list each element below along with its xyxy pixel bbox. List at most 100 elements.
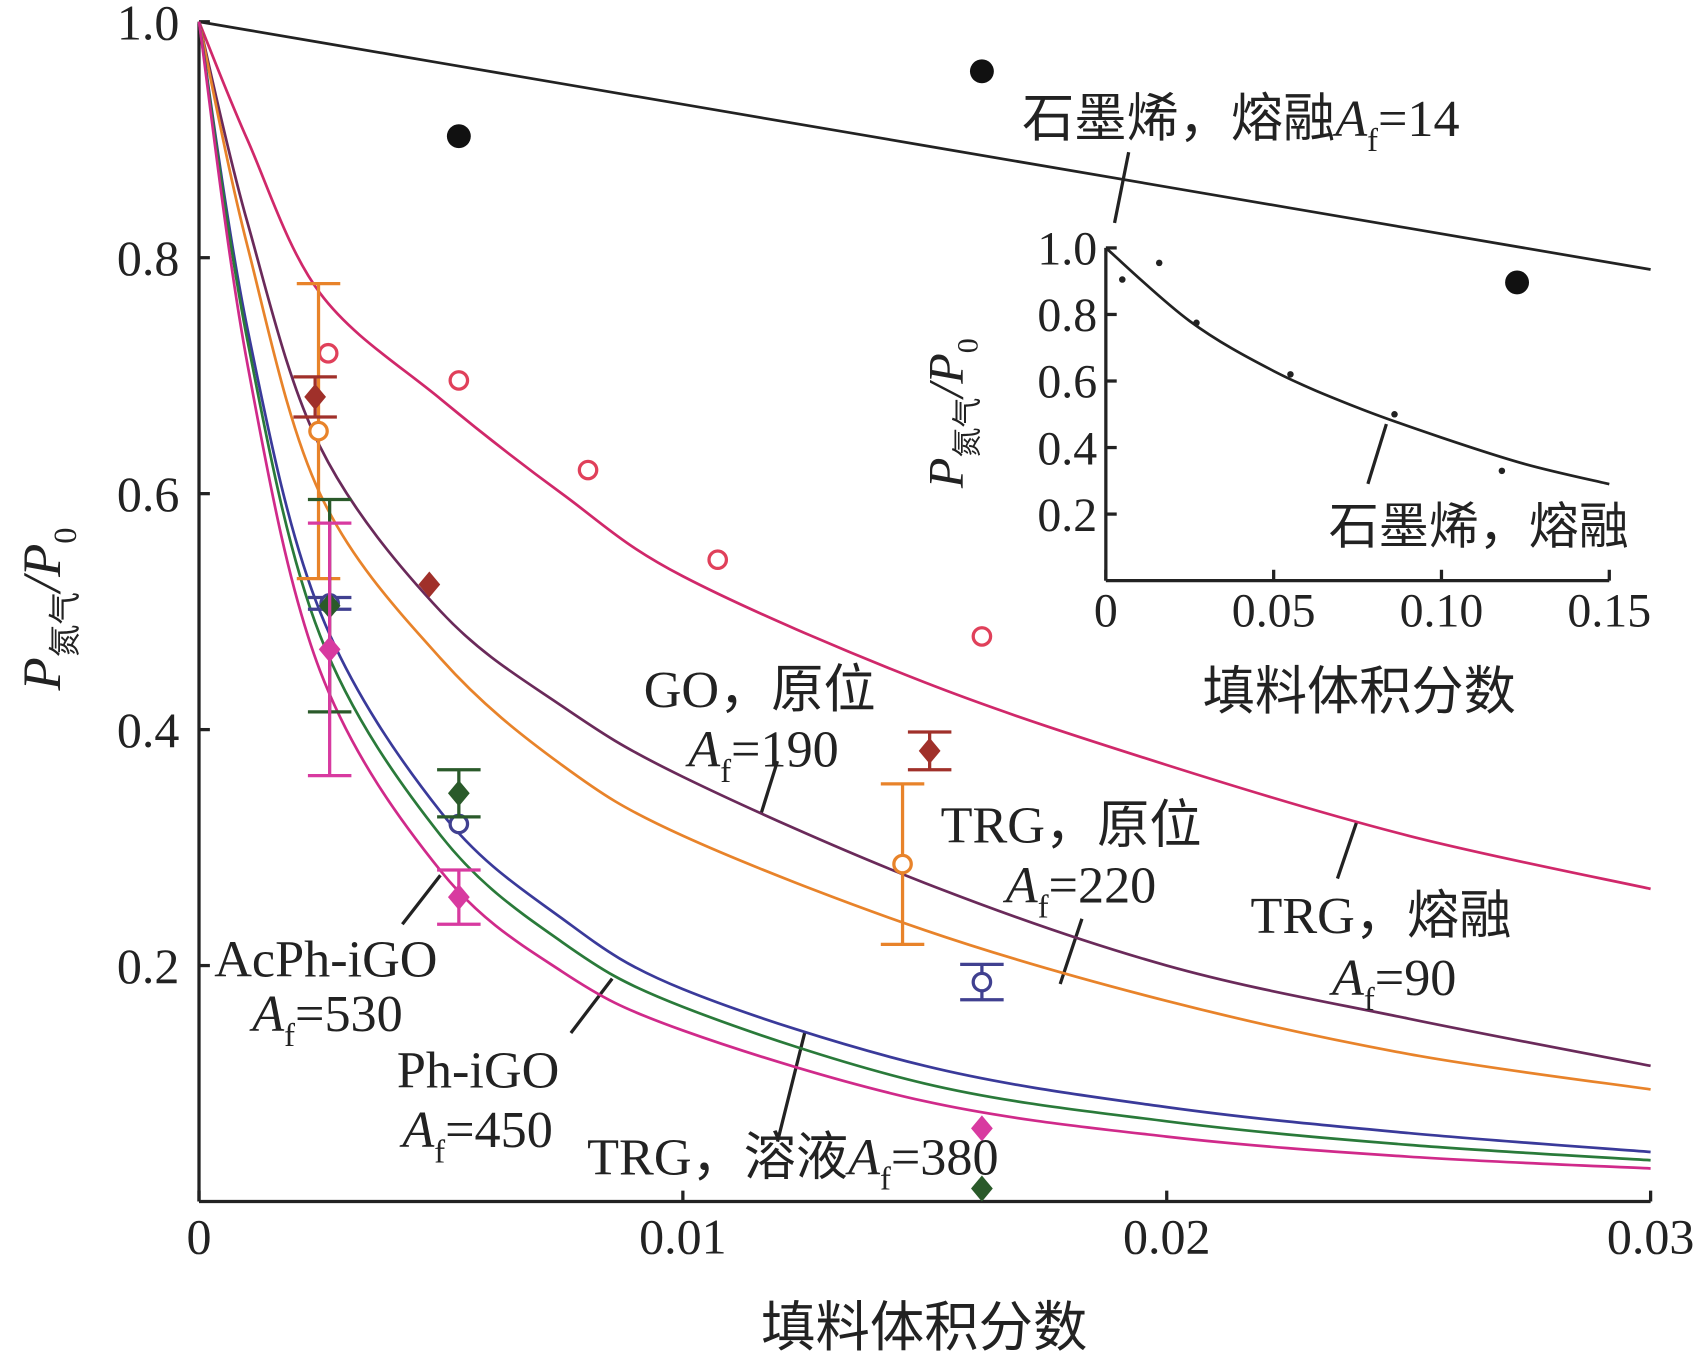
curve (197, 21, 1651, 1162)
af-value: =220 (1049, 856, 1157, 914)
point (969, 59, 994, 84)
y-tick-label: 0.4 (1037, 422, 1097, 475)
annotation-text: 石墨烯，熔融 (1022, 90, 1335, 148)
x-axis-label: 填料体积分数 (761, 1298, 1087, 1357)
af-subscript: f (1364, 982, 1375, 1018)
annotation-text: AcPh-iGO (214, 930, 437, 988)
y-tick-label: 0.6 (117, 466, 179, 522)
inset-x-axis-label: 填料体积分数 (1203, 663, 1516, 721)
point (318, 636, 341, 663)
y-label-part: 0 (48, 527, 84, 543)
af-subscript: f (720, 754, 731, 790)
x-tick-label: 0.05 (1232, 584, 1316, 637)
annotation-text: GO，原位 (644, 661, 876, 719)
y-tick-label: 0.6 (1037, 356, 1097, 409)
annotation: Af=450 (399, 1101, 552, 1170)
point (577, 459, 599, 481)
point (707, 549, 729, 571)
curve (198, 20, 1651, 271)
annotation: Af=190 (685, 721, 838, 790)
pointer (1366, 423, 1388, 485)
af-symbol: A (1329, 949, 1365, 1007)
y-tick-label: 0.2 (117, 938, 179, 994)
y-tick-label: 1.0 (117, 0, 179, 50)
y-label-part: 氮气 (951, 398, 984, 458)
af-value: =190 (731, 721, 839, 779)
af-subscript: f (284, 1018, 295, 1054)
y-tick-label: 0.8 (1037, 289, 1097, 342)
annotation: AcPh-iGO (214, 930, 437, 988)
curve (197, 21, 1651, 1091)
annotation: Ph-iGO (397, 1041, 559, 1099)
inset-annotation: 石墨烯，熔融 (1329, 499, 1629, 555)
point (448, 370, 470, 391)
pointers (401, 151, 1388, 1143)
point (447, 884, 470, 911)
pointer (1335, 820, 1359, 880)
point (892, 853, 913, 875)
annotation: TRG，熔融 (1250, 887, 1511, 945)
x-tick-label: 0.15 (1567, 584, 1651, 637)
point (971, 1115, 993, 1142)
y-label-part: /P (917, 353, 973, 400)
curve (197, 21, 1651, 1154)
y-tick-label: 0.8 (117, 230, 179, 286)
y-tick-label: 0.4 (117, 702, 179, 758)
point (446, 124, 471, 149)
curve (197, 21, 1651, 891)
af-subscript: f (1038, 890, 1049, 926)
point (1505, 270, 1530, 295)
annotation-text: TRG，溶液 (587, 1128, 848, 1186)
inset-point (1498, 467, 1506, 475)
inset-point (1193, 319, 1200, 327)
af-subscript: f (1367, 123, 1378, 159)
annotation-text: TRG，原位 (941, 797, 1202, 855)
point (918, 737, 941, 764)
y-label-part: 0 (951, 338, 984, 353)
af-symbol: A (845, 1128, 881, 1186)
y-label-part: P (917, 458, 973, 490)
point (304, 383, 327, 410)
af-symbol: A (685, 721, 721, 779)
curve (197, 21, 1651, 1170)
af-value: =530 (295, 985, 403, 1043)
af-value: =380 (891, 1128, 999, 1186)
curve (197, 21, 1651, 1068)
point (317, 342, 339, 364)
point (971, 626, 993, 647)
annotation-text: Ph-iGO (397, 1041, 559, 1099)
y-axis-label: P氮气/P0 (917, 338, 984, 489)
annotation: 石墨烯，熔融Af=14 (1022, 90, 1460, 159)
annotation: TRG，溶液Af=380 (587, 1128, 998, 1197)
af-symbol: A (249, 985, 285, 1043)
y-axis-label: P氮气/P0 (12, 527, 84, 691)
y-label-part: 氮气 (47, 592, 84, 657)
af-subscript: f (880, 1162, 891, 1198)
point (971, 971, 993, 993)
y-label-part: /P (12, 544, 72, 595)
annotation: TRG，原位 (941, 797, 1202, 855)
annotation: GO，原位 (644, 661, 876, 719)
point (971, 1175, 993, 1202)
y-tick-label: 0.2 (1037, 489, 1097, 542)
x-tick-label: 0.03 (1607, 1209, 1695, 1265)
x-tick-label: 0 (1094, 584, 1118, 637)
af-symbol: A (1332, 90, 1368, 148)
point (418, 571, 441, 598)
inset-point (1155, 259, 1163, 267)
pointer (401, 874, 442, 926)
annotation-text: TRG，熔融 (1250, 887, 1511, 945)
inset-point (1391, 411, 1398, 418)
af-value: =450 (445, 1101, 553, 1159)
x-tick-label: 0 (187, 1209, 212, 1265)
x-tick-label: 0.01 (639, 1209, 726, 1265)
curve (1104, 246, 1610, 486)
af-subscript: f (434, 1134, 445, 1170)
af-value: =14 (1378, 90, 1460, 148)
y-label-part: P (12, 657, 72, 691)
af-symbol: A (399, 1101, 435, 1159)
af-value: =90 (1375, 949, 1457, 1007)
pointer (569, 977, 614, 1034)
af-symbol: A (1003, 856, 1039, 914)
annotation: Af=90 (1329, 949, 1456, 1018)
